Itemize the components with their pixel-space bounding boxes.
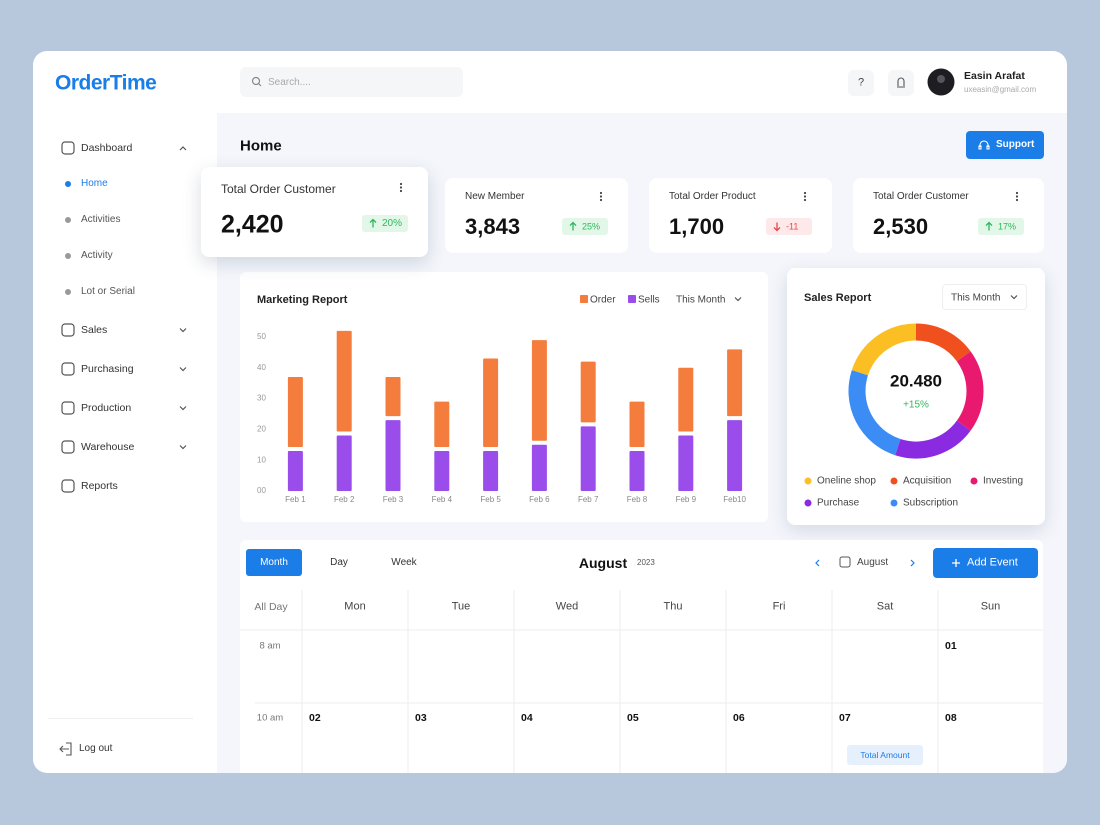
stat-value: 1,700	[669, 214, 725, 239]
search-placeholder: Search....	[268, 77, 311, 88]
add-event-label: Add Event	[967, 556, 1018, 569]
view-tab[interactable]: Week	[391, 557, 417, 568]
calendar-card	[240, 540, 1043, 773]
event-badge[interactable]	[847, 745, 923, 765]
notification-button[interactable]	[888, 70, 914, 96]
menu-item[interactable]: Dashboard	[81, 141, 133, 154]
date[interactable]: 03	[415, 711, 427, 724]
submenu-item[interactable]: Home	[81, 178, 108, 189]
logout[interactable]: Log out	[79, 743, 113, 754]
logo: OrderTime	[55, 71, 157, 95]
weekday: Wed	[555, 600, 579, 613]
marketing-card	[240, 272, 768, 522]
add-event-button[interactable]	[933, 548, 1038, 578]
weekday: Sun	[980, 600, 1001, 613]
calendar-month: August	[578, 555, 628, 571]
stat-title: New Member	[465, 191, 525, 202]
stat-value: 2,420	[221, 210, 284, 239]
stat-card	[445, 178, 628, 253]
calendar-year: 2023	[637, 558, 655, 567]
change-value: -11	[786, 221, 799, 231]
view-tab[interactable]: Month	[260, 557, 288, 568]
menu-item[interactable]: Warehouse	[81, 440, 135, 453]
stat-title: Total Order Customer	[221, 182, 336, 196]
weekday: Sat	[876, 600, 894, 613]
stat-value: 2,530	[873, 214, 929, 239]
submenu-item[interactable]: Activity	[81, 250, 113, 261]
weekday: Thu	[663, 600, 683, 613]
date[interactable]: 05	[627, 711, 639, 724]
time-label: 8 am	[259, 640, 281, 652]
stat-title: Total Order Product	[669, 191, 756, 202]
weekday: Fri	[772, 600, 786, 613]
page-title: Home	[240, 137, 282, 155]
menu-item[interactable]: Reports	[81, 479, 118, 492]
menu-item[interactable]: Production	[81, 401, 132, 414]
help-icon: ?	[857, 76, 865, 89]
date[interactable]: 07	[839, 711, 851, 724]
change-value: 17%	[998, 221, 1017, 231]
stat-card	[649, 178, 832, 253]
date[interactable]: 06	[733, 711, 745, 724]
date[interactable]: 02	[309, 711, 321, 724]
date[interactable]: 04	[521, 711, 533, 724]
menu-item[interactable]: Purchasing	[81, 362, 134, 375]
change-value: 20%	[382, 217, 403, 229]
period-box[interactable]	[942, 284, 1027, 310]
sidebar-divider	[48, 718, 193, 719]
date[interactable]: 08	[945, 711, 957, 724]
help-button[interactable]	[848, 70, 874, 96]
user-email: uxeasin@gmail.com	[964, 85, 1037, 94]
stat-card	[201, 167, 428, 257]
change-value: 25%	[582, 221, 601, 231]
stat-card	[853, 178, 1044, 253]
nav-month: August	[857, 557, 889, 568]
weekday: Tue	[451, 600, 471, 613]
search-box[interactable]	[240, 67, 463, 97]
stat-value: 3,843	[465, 214, 521, 239]
view-tab-active[interactable]	[246, 549, 302, 576]
event-label[interactable]: Total Amount	[860, 749, 910, 760]
support-label: Support	[996, 139, 1035, 150]
user-name: Easin Arafat	[964, 69, 1025, 82]
all-day-label: All Day	[254, 600, 288, 613]
view-tab[interactable]: Day	[330, 557, 348, 568]
date[interactable]: 01	[945, 639, 957, 652]
submenu-item[interactable]: Lot or Serial	[81, 286, 135, 297]
sales-card	[787, 268, 1045, 525]
weekday: Mon	[344, 600, 366, 613]
submenu-item[interactable]: Activities	[81, 214, 121, 225]
time-label: 10 am	[256, 712, 284, 724]
menu-item[interactable]: Sales	[81, 323, 108, 336]
stat-title: Total Order Customer	[873, 191, 969, 202]
